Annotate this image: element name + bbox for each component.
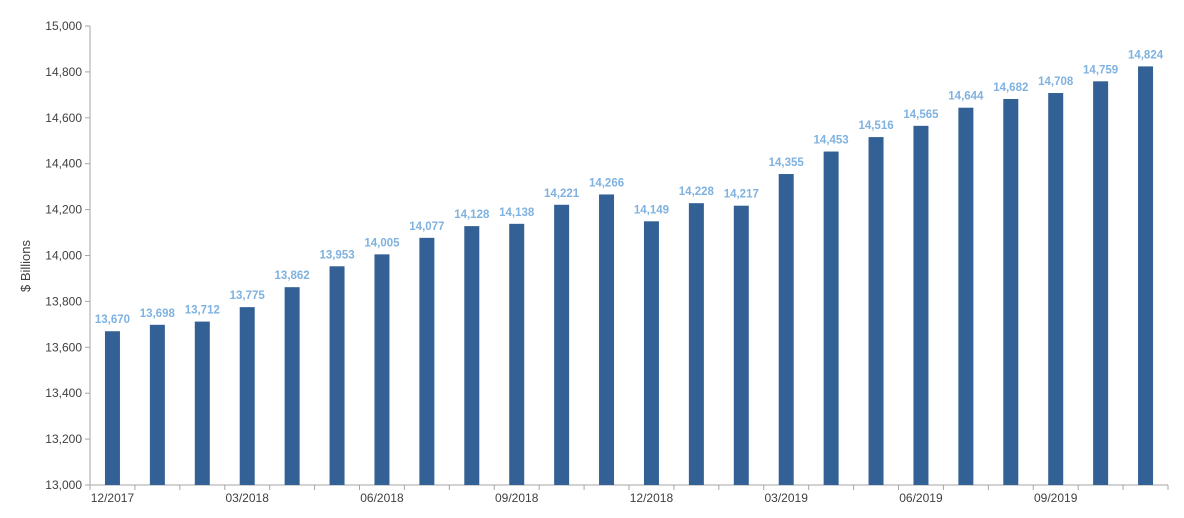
bar: [149, 324, 165, 485]
x-tick-label: 03/2019: [765, 491, 809, 505]
data-label: 13,712: [185, 305, 220, 317]
x-tick-label: 09/2018: [495, 491, 539, 505]
bar: [1048, 93, 1064, 485]
data-label: 14,824: [1128, 49, 1164, 61]
y-tick-label: 15,000: [45, 19, 82, 33]
bar: [509, 223, 525, 486]
x-tick-label: 12/2017: [91, 491, 135, 505]
bar: [419, 237, 435, 485]
data-label: 14,077: [409, 221, 444, 233]
y-tick-label: 14,000: [45, 249, 82, 263]
bar: [239, 307, 255, 485]
data-label: 14,682: [993, 82, 1028, 94]
data-label: 14,759: [1083, 64, 1118, 76]
bar: [329, 266, 345, 485]
bar: [958, 107, 974, 486]
bar: [374, 254, 390, 485]
y-tick-label: 13,600: [45, 340, 82, 354]
y-tick-label: 14,200: [45, 203, 82, 217]
bar: [1093, 81, 1109, 485]
x-tick-label: 06/2018: [360, 491, 404, 505]
bar: [643, 221, 659, 485]
x-tick-label: 06/2019: [899, 491, 943, 505]
data-label: 14,149: [634, 204, 669, 216]
y-tick-label: 13,800: [45, 294, 82, 308]
data-label: 13,670: [95, 314, 130, 326]
bar: [284, 287, 300, 485]
data-label: 14,138: [499, 207, 535, 219]
bar: [194, 321, 210, 485]
data-label: 14,128: [454, 209, 490, 221]
data-label: 14,217: [724, 189, 759, 201]
y-tick-label: 13,000: [45, 478, 82, 492]
data-labels: 13,670 13,698 13,712 13,775 13,862 13,953 14,0…: [95, 49, 1164, 326]
data-label: 14,355: [769, 157, 805, 169]
bar: [1003, 98, 1019, 485]
data-label: 14,221: [544, 188, 580, 200]
x-axis: 12/2017 03/2018 06/2018 09/2018 12/2018 03/20…: [89, 484, 1169, 505]
y-tick-label: 14,400: [45, 157, 82, 171]
y-tick-label: 14,600: [45, 111, 82, 125]
y-tick-label: 13,400: [45, 386, 82, 400]
y-axis: 13,000 13,200 13,400 13,600 13,800 14,000 14,2…: [45, 19, 91, 492]
data-label: 14,565: [903, 109, 939, 121]
data-label: 13,953: [319, 249, 354, 261]
y-tick-label: 13,200: [45, 432, 82, 446]
data-label: 13,698: [140, 308, 176, 320]
bar: [688, 203, 704, 485]
data-label: 13,775: [230, 290, 266, 302]
data-label: 14,453: [814, 135, 849, 147]
data-label: 14,644: [948, 91, 984, 103]
data-label: 13,862: [275, 270, 310, 282]
y-axis-title: $ Billions: [18, 239, 33, 292]
bar: [778, 174, 794, 485]
bar: [599, 194, 615, 485]
x-tick-label: 03/2018: [226, 491, 270, 505]
bar: [554, 204, 570, 485]
data-label: 14,708: [1038, 76, 1074, 88]
bar: [913, 125, 929, 486]
bar: [823, 151, 839, 485]
x-tick-label: 09/2019: [1034, 491, 1078, 505]
data-label: 14,516: [858, 120, 893, 132]
bar: [868, 137, 884, 485]
bar: [733, 205, 749, 486]
data-label: 14,228: [679, 186, 715, 198]
y-tick-label: 14,800: [45, 65, 82, 79]
data-label: 14,266: [589, 177, 624, 189]
bar: [1138, 66, 1154, 485]
data-label: 14,005: [364, 237, 400, 249]
x-tick-label: 12/2018: [630, 491, 674, 505]
bar: [464, 226, 480, 485]
bars: [104, 66, 1154, 486]
bar: [104, 331, 120, 485]
